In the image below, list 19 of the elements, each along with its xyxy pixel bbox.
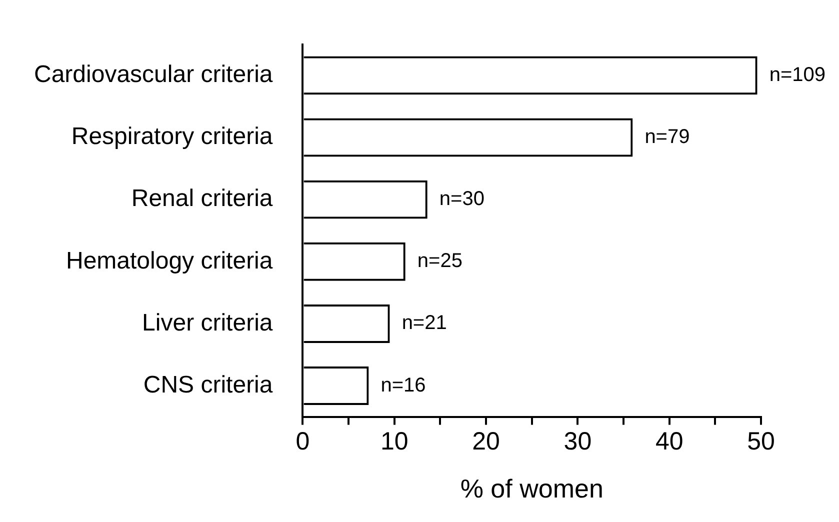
annotation: n=79	[644, 126, 690, 148]
x-tick-label: 40	[655, 428, 684, 456]
x-tick-label: 50	[747, 428, 775, 456]
y-tick-label: Respiratory criteria	[71, 123, 274, 150]
x-tick-label: 0	[296, 428, 310, 456]
annotation: n=21	[402, 312, 447, 334]
y-tick-label: Hematology criteria	[66, 247, 274, 274]
x-tick-label: 10	[380, 428, 408, 456]
annotation: n=16	[380, 374, 426, 396]
x-axis-title: % of women	[460, 474, 604, 504]
x-tick-label: 30	[564, 428, 592, 456]
annotation: n=25	[417, 250, 462, 272]
y-tick-label: Renal criteria	[131, 185, 274, 212]
x-tick-label: 20	[472, 428, 500, 456]
y-tick-label: Liver criteria	[142, 309, 274, 336]
y-tick-label: Cardiovascular criteria	[34, 61, 274, 88]
annotation: n=109	[769, 64, 826, 86]
y-tick-label: CNS criteria	[143, 371, 274, 398]
annotation: n=30	[439, 188, 484, 210]
